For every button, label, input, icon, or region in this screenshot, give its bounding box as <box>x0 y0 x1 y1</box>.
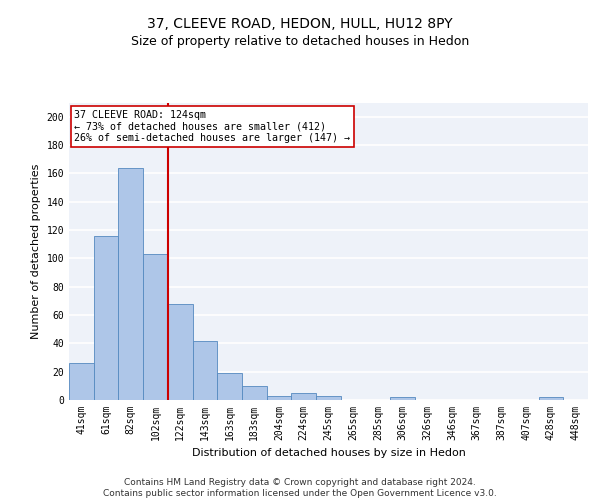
Text: Size of property relative to detached houses in Hedon: Size of property relative to detached ho… <box>131 35 469 48</box>
Bar <box>242 386 267 400</box>
Bar <box>193 340 217 400</box>
Bar <box>69 363 94 400</box>
X-axis label: Distribution of detached houses by size in Hedon: Distribution of detached houses by size … <box>191 448 466 458</box>
Bar <box>539 397 563 400</box>
Bar <box>316 396 341 400</box>
Bar <box>94 236 118 400</box>
Bar <box>118 168 143 400</box>
Text: 37 CLEEVE ROAD: 124sqm
← 73% of detached houses are smaller (412)
26% of semi-de: 37 CLEEVE ROAD: 124sqm ← 73% of detached… <box>74 110 350 143</box>
Y-axis label: Number of detached properties: Number of detached properties <box>31 164 41 339</box>
Bar <box>217 373 242 400</box>
Bar <box>390 397 415 400</box>
Bar <box>292 393 316 400</box>
Text: Contains HM Land Registry data © Crown copyright and database right 2024.
Contai: Contains HM Land Registry data © Crown c… <box>103 478 497 498</box>
Bar <box>143 254 168 400</box>
Text: 37, CLEEVE ROAD, HEDON, HULL, HU12 8PY: 37, CLEEVE ROAD, HEDON, HULL, HU12 8PY <box>147 18 453 32</box>
Bar <box>267 396 292 400</box>
Bar <box>168 304 193 400</box>
